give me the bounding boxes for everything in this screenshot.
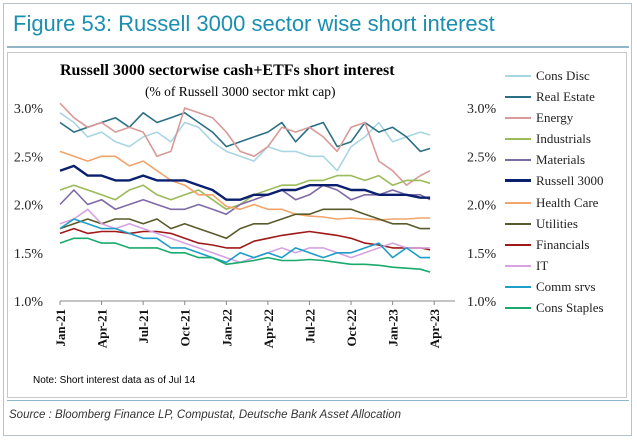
- x-tick-label: Jul-21: [136, 309, 151, 344]
- legend-item: Russell 3000: [505, 172, 630, 193]
- x-tick-label: Jan-23: [386, 309, 401, 347]
- legend-label: Energy: [536, 110, 574, 126]
- legend-item: IT: [505, 257, 630, 278]
- chart-subtitle: (% of Russell 3000 sector mkt cap): [145, 84, 336, 99]
- legend-swatch: [505, 75, 531, 77]
- series-line-real-estate: [59, 112, 431, 153]
- y-tick-label-right: 1.5%: [467, 247, 497, 262]
- x-tick-label: Jan-21: [53, 309, 68, 347]
- y-tick-label-left: 1.0%: [14, 295, 44, 310]
- legend-label: Russell 3000: [536, 173, 604, 189]
- legend-swatch: [505, 222, 531, 225]
- y-tick-label-right: 1.0%: [467, 295, 497, 310]
- legend-item: Financials: [505, 236, 630, 257]
- y-tick-label-left: 2.5%: [14, 150, 44, 165]
- series-line-comm-srvs: [59, 218, 431, 264]
- title-divider: [7, 46, 629, 48]
- figure-title: Figure 53: Russell 3000 sector wise shor…: [13, 11, 495, 36]
- legend-swatch: [505, 138, 531, 141]
- legend-label: IT: [536, 257, 549, 273]
- legend-item: Real Estate: [505, 88, 630, 109]
- chart-ticks: 1.0% 1.0% 1.5% 1.5% 2.0% 2.0% 2.5% 2.5% 3.0% 3.0%…: [14, 102, 497, 348]
- legend-item: Utilities: [505, 215, 630, 236]
- legend-item: Health Care: [505, 194, 630, 215]
- legend-item: Cons Staples: [505, 299, 630, 320]
- legend-label: Cons Disc: [536, 68, 590, 83]
- x-tick-label: Oct-21: [178, 309, 193, 347]
- chart-legend: Cons Disc Real Estate Energy Industrials Mat…: [505, 67, 630, 320]
- legend-swatch: [505, 307, 531, 310]
- legend-item: Cons Disc: [505, 67, 630, 88]
- chart-series: [59, 102, 431, 273]
- series-line-cons-staples: [59, 237, 431, 273]
- x-tick-label: Jan-22: [219, 309, 234, 347]
- x-tick-label: Apr-23: [427, 309, 442, 349]
- legend-swatch: [505, 96, 531, 99]
- legend-item: Materials: [505, 151, 630, 172]
- legend-label: Cons Staples: [536, 300, 604, 316]
- x-tick-label: Apr-22: [261, 309, 276, 348]
- series-line-russell-3000: [59, 164, 431, 201]
- series-line-financials: [59, 227, 431, 251]
- legend-label: Real Estate: [536, 89, 595, 105]
- legend-label: Health Care: [536, 194, 599, 210]
- legend-item: Industrials: [505, 130, 630, 151]
- series-line-utilities: [59, 208, 431, 240]
- series-line-health-care: [59, 150, 431, 221]
- chart-panel: [7, 52, 627, 398]
- legend-swatch: [505, 243, 531, 246]
- chart-title: Russell 3000 sectorwise cash+ETFs short …: [60, 62, 395, 79]
- y-tick-label-left: 3.0%: [14, 102, 44, 117]
- legend-swatch: [505, 201, 531, 204]
- y-tick-label-left: 2.0%: [14, 199, 44, 214]
- legend-item: Comm srvs: [505, 278, 630, 299]
- source-divider: [7, 400, 629, 401]
- legend-label: Materials: [536, 152, 586, 168]
- series-line-energy: [59, 102, 431, 186]
- series-line-it: [59, 208, 431, 264]
- chart-axes: [59, 300, 455, 305]
- legend-swatch: [505, 159, 531, 162]
- legend-label: Industrials: [536, 131, 591, 147]
- y-tick-label-right: 2.0%: [467, 199, 497, 214]
- y-tick-label-right: 2.5%: [467, 150, 497, 165]
- source-note: Source : Bloomberg Finance LP, Compustat…: [9, 409, 402, 421]
- series-line-cons-disc: [59, 112, 431, 172]
- legend-swatch: [505, 285, 531, 288]
- legend-label: Utilities: [536, 215, 578, 231]
- legend-swatch: [505, 179, 531, 183]
- legend-swatch: [505, 117, 531, 120]
- series-line-industrials: [59, 174, 431, 211]
- legend-swatch: [505, 264, 531, 267]
- legend-label: Comm srvs: [536, 278, 596, 294]
- y-tick-label-left: 1.5%: [14, 247, 44, 262]
- x-tick-label: Jul-22: [302, 309, 317, 344]
- legend-item: Energy: [505, 109, 630, 130]
- footnote: Note: Short interest data as of Jul 14: [33, 375, 196, 386]
- x-tick-label: Oct-22: [344, 309, 359, 347]
- y-tick-label-right: 3.0%: [467, 102, 497, 117]
- figure-frame: [3, 3, 632, 436]
- legend-label: Financials: [536, 236, 590, 252]
- series-line-materials: [59, 184, 431, 215]
- x-tick-label: Apr-21: [95, 309, 110, 348]
